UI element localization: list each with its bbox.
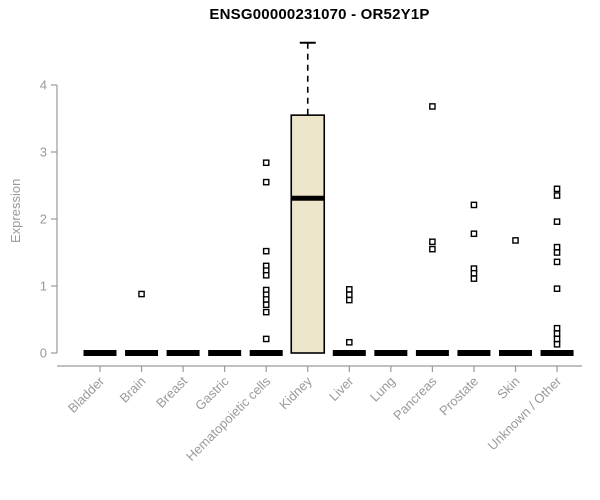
x-axis-label: Kidney xyxy=(276,373,315,412)
outlier-point xyxy=(262,247,270,255)
zero-expression-box xyxy=(540,350,574,356)
outlier-point xyxy=(553,335,561,343)
outlier-point xyxy=(553,340,561,348)
outlier-point xyxy=(262,335,270,343)
outlier-point xyxy=(262,301,270,309)
outlier-point xyxy=(429,238,436,246)
zero-expression-box xyxy=(499,350,532,356)
zero-expression-box xyxy=(208,350,242,356)
outlier-point xyxy=(553,192,561,199)
outlier-point xyxy=(346,286,353,293)
iqr-box xyxy=(290,114,326,354)
x-axis-label: Breast xyxy=(153,373,190,410)
y-axis-tick-label: 1 xyxy=(40,279,47,294)
outlier-point xyxy=(553,258,561,266)
zero-expression-box xyxy=(374,350,408,356)
zero-expression-box xyxy=(249,350,283,356)
x-axis-label: Brain xyxy=(117,374,149,406)
zero-expression-box xyxy=(125,350,159,356)
outlier-point xyxy=(262,308,270,316)
outlier-point xyxy=(429,245,436,253)
chart-title: ENSG00000231070 - OR52Y1P xyxy=(209,6,430,23)
outlier-point xyxy=(346,338,353,346)
outlier-point xyxy=(553,185,561,193)
zero-expression-box xyxy=(332,350,366,356)
outlier-point xyxy=(553,330,561,337)
outlier-point xyxy=(553,249,561,256)
zero-expression-box xyxy=(166,350,200,356)
outlier-point xyxy=(262,296,270,303)
outlier-point xyxy=(470,275,478,282)
x-axis-label: Gastric xyxy=(192,373,232,413)
y-axis-tick-label: 0 xyxy=(40,346,47,361)
x-axis-label: Skin xyxy=(494,374,522,402)
y-axis-tick-label: 4 xyxy=(40,78,47,93)
zero-expression-box xyxy=(415,350,449,356)
outlier-point xyxy=(138,290,145,298)
x-axis-label: Unknown / Other xyxy=(485,373,565,453)
outlier-point xyxy=(262,178,270,186)
outlier-point xyxy=(553,324,561,332)
median-line xyxy=(291,195,325,201)
outlier-point xyxy=(553,285,561,292)
outlier-point xyxy=(470,230,478,238)
x-axis-label: Prostate xyxy=(436,374,481,419)
x-axis-label: Liver xyxy=(326,373,357,404)
outlier-point xyxy=(429,103,436,110)
x-axis-label: Bladder xyxy=(65,373,108,416)
outlier-point xyxy=(470,269,478,277)
outlier-point xyxy=(262,271,270,279)
outlier-point xyxy=(553,218,561,225)
outlier-point xyxy=(553,243,561,251)
outlier-point xyxy=(262,159,270,167)
y-axis-tick-label: 3 xyxy=(40,145,47,160)
outlier-point xyxy=(470,201,478,209)
x-axis-label: Lung xyxy=(367,374,398,405)
outlier-point xyxy=(346,296,353,304)
y-axis-tick-label: 2 xyxy=(40,212,47,227)
zero-expression-box xyxy=(457,350,491,356)
zero-expression-box xyxy=(83,350,117,356)
outlier-point xyxy=(346,291,353,299)
x-axis-label: Pancreas xyxy=(390,373,440,423)
outlier-point xyxy=(512,237,519,244)
